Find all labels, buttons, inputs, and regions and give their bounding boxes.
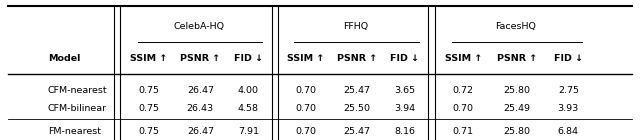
Text: SSIM ↑: SSIM ↑	[445, 54, 482, 63]
Text: 26.47: 26.47	[187, 127, 214, 136]
Text: 0.70: 0.70	[296, 104, 316, 113]
Text: 0.70: 0.70	[296, 127, 316, 136]
Text: 0.72: 0.72	[453, 86, 474, 95]
Text: FacesHQ: FacesHQ	[495, 22, 536, 31]
Text: SSIM ↑: SSIM ↑	[131, 54, 168, 63]
Text: PSNR ↑: PSNR ↑	[180, 54, 220, 63]
Text: 0.75: 0.75	[139, 104, 159, 113]
Text: FID ↓: FID ↓	[554, 54, 583, 63]
Text: 0.71: 0.71	[453, 127, 474, 136]
Text: 0.70: 0.70	[296, 86, 316, 95]
Text: 26.43: 26.43	[187, 104, 214, 113]
Text: 3.93: 3.93	[557, 104, 579, 113]
Text: 0.75: 0.75	[139, 86, 159, 95]
Text: 0.70: 0.70	[453, 104, 474, 113]
Text: 25.50: 25.50	[344, 104, 371, 113]
Text: 25.47: 25.47	[344, 127, 371, 136]
Text: FID ↓: FID ↓	[234, 54, 263, 63]
Text: CFM-nearest: CFM-nearest	[48, 86, 108, 95]
Text: 3.94: 3.94	[394, 104, 415, 113]
Text: 7.91: 7.91	[238, 127, 259, 136]
Text: 25.80: 25.80	[504, 127, 531, 136]
Text: 2.75: 2.75	[558, 86, 579, 95]
Text: 25.80: 25.80	[504, 86, 531, 95]
Text: 6.84: 6.84	[558, 127, 579, 136]
Text: FM-nearest: FM-nearest	[48, 127, 101, 136]
Text: PSNR ↑: PSNR ↑	[497, 54, 537, 63]
Text: 26.47: 26.47	[187, 86, 214, 95]
Text: Model: Model	[48, 54, 81, 63]
Text: 4.00: 4.00	[238, 86, 259, 95]
Text: CFM-bilinear: CFM-bilinear	[48, 104, 107, 113]
Text: SSIM ↑: SSIM ↑	[287, 54, 324, 63]
Text: 8.16: 8.16	[394, 127, 415, 136]
Text: PSNR ↑: PSNR ↑	[337, 54, 377, 63]
Text: CelebA-HQ: CelebA-HQ	[173, 22, 224, 31]
Text: FFHQ: FFHQ	[342, 22, 368, 31]
Text: 0.75: 0.75	[139, 127, 159, 136]
Text: 25.47: 25.47	[344, 86, 371, 95]
Text: 25.49: 25.49	[504, 104, 531, 113]
Text: 4.58: 4.58	[238, 104, 259, 113]
Text: 3.65: 3.65	[394, 86, 415, 95]
Text: FID ↓: FID ↓	[390, 54, 419, 63]
